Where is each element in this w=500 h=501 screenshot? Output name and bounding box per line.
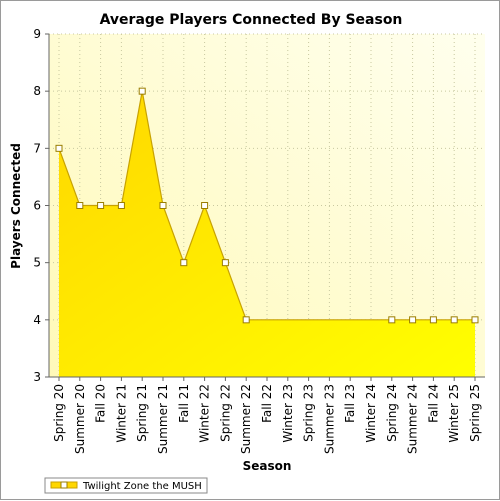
x-tick-label: Winter 21: [114, 384, 128, 443]
x-tick-label: Spring 25: [468, 384, 482, 442]
x-tick-label: Winter 24: [364, 384, 378, 443]
x-tick-label: Spring 20: [52, 384, 66, 442]
x-tick-label: Fall 24: [426, 384, 440, 423]
chart-title: Average Players Connected By Season: [100, 12, 403, 28]
x-tick-label: Fall 20: [94, 384, 108, 423]
legend: Twilight Zone the MUSH: [44, 477, 208, 494]
data-point: [221, 259, 229, 267]
x-axis-ticks: Spring 20 Summer 20 Fall 20 Winter 21 Spring…: [52, 377, 482, 454]
data-point: [429, 316, 437, 324]
data-point: [55, 144, 63, 152]
x-tick-label: Spring 24: [385, 384, 399, 442]
x-tick-label: Winter 22: [198, 384, 212, 443]
series-markers: [55, 87, 479, 324]
y-tick-label: 4: [33, 313, 41, 327]
data-point: [388, 316, 396, 324]
series-line: [58, 91, 475, 321]
legend-box: [44, 477, 208, 494]
x-tick-label: Spring 23: [302, 384, 316, 442]
data-point: [138, 87, 146, 95]
series-area-fill: [59, 91, 475, 378]
x-tick-label: Fall 21: [177, 384, 191, 423]
x-axis-title: Season: [243, 459, 292, 473]
x-tick-label: Summer 23: [322, 384, 336, 454]
data-point: [76, 202, 84, 209]
data-point: [471, 316, 479, 324]
x-tick-label: Summer 21: [156, 384, 170, 454]
x-tick-label: Summer 22: [239, 384, 253, 454]
y-tick-label: 7: [33, 141, 41, 155]
y-tick-label: 6: [33, 199, 41, 213]
data-point: [409, 316, 417, 324]
y-tick-label: 8: [33, 84, 41, 98]
x-tick-label: Summer 24: [406, 384, 420, 454]
y-axis-title: Players Connected: [9, 143, 23, 269]
data-point: [159, 202, 167, 209]
legend-marker: [60, 481, 68, 489]
x-tick-label: Fall 22: [260, 384, 274, 423]
x-tick-label: Summer 20: [73, 384, 87, 454]
x-tick-label: Spring 22: [218, 384, 232, 442]
data-point: [117, 202, 125, 209]
data-point: [450, 316, 458, 324]
x-tick-label: Winter 23: [281, 384, 295, 443]
data-point: [201, 202, 209, 209]
data-point: [180, 259, 188, 267]
y-axis-ticks: 3 4 5 6 7 8 9: [33, 27, 49, 384]
series-area: [58, 91, 475, 378]
x-tick-label: Winter 25: [447, 384, 461, 443]
y-tick-label: 3: [33, 370, 41, 384]
y-tick-label: 9: [33, 27, 41, 41]
data-point: [242, 316, 250, 324]
x-tick-label: Spring 21: [135, 384, 149, 442]
y-tick-label: 5: [33, 256, 41, 270]
data-point: [97, 202, 105, 209]
x-tick-label: Fall 23: [343, 384, 357, 423]
legend-label: Twilight Zone the MUSH: [82, 481, 202, 492]
